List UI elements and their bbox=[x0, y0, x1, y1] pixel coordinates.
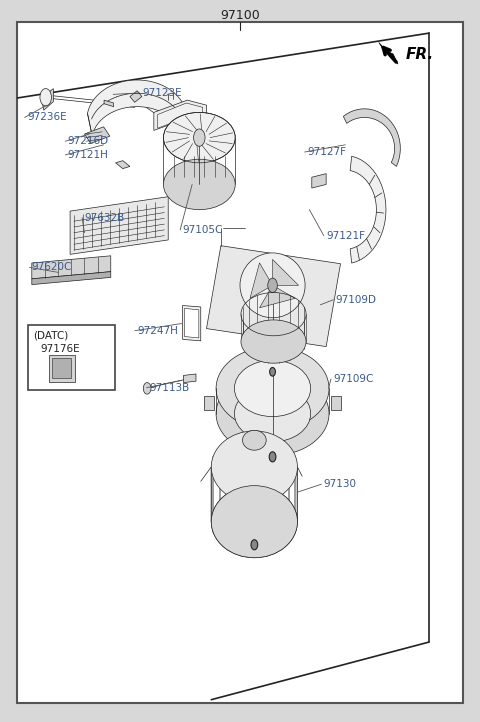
Polygon shape bbox=[182, 305, 201, 341]
Text: 97176E: 97176E bbox=[40, 344, 80, 355]
Ellipse shape bbox=[242, 430, 266, 451]
Circle shape bbox=[251, 540, 258, 549]
Text: 97216D: 97216D bbox=[68, 136, 109, 147]
Ellipse shape bbox=[241, 320, 306, 363]
Text: 97109D: 97109D bbox=[336, 295, 377, 305]
Polygon shape bbox=[32, 271, 111, 284]
Text: 97113B: 97113B bbox=[149, 383, 189, 393]
Circle shape bbox=[268, 278, 277, 292]
Text: 97121F: 97121F bbox=[326, 230, 365, 240]
Ellipse shape bbox=[240, 253, 305, 318]
Text: 97109C: 97109C bbox=[333, 374, 374, 384]
Polygon shape bbox=[41, 89, 53, 110]
FancyBboxPatch shape bbox=[17, 22, 463, 703]
Ellipse shape bbox=[216, 372, 329, 456]
Ellipse shape bbox=[211, 431, 298, 503]
Text: (DATC): (DATC) bbox=[33, 331, 68, 341]
Polygon shape bbox=[350, 156, 386, 263]
Circle shape bbox=[270, 367, 276, 376]
Ellipse shape bbox=[234, 386, 311, 442]
Polygon shape bbox=[379, 43, 398, 64]
Bar bbox=[52, 358, 71, 378]
Polygon shape bbox=[250, 263, 273, 298]
Ellipse shape bbox=[211, 486, 298, 557]
Text: 97105C: 97105C bbox=[182, 225, 223, 235]
Text: 97130: 97130 bbox=[324, 479, 357, 490]
Bar bbox=[204, 396, 214, 410]
Text: FR.: FR. bbox=[406, 46, 434, 61]
Text: 97123E: 97123E bbox=[142, 88, 181, 98]
Bar bbox=[28, 325, 115, 390]
Ellipse shape bbox=[163, 113, 235, 163]
Polygon shape bbox=[184, 308, 199, 338]
Ellipse shape bbox=[234, 360, 311, 417]
Circle shape bbox=[193, 129, 205, 147]
Polygon shape bbox=[260, 285, 295, 308]
Polygon shape bbox=[70, 196, 168, 254]
Text: 97100: 97100 bbox=[220, 9, 260, 22]
Polygon shape bbox=[273, 259, 299, 285]
Polygon shape bbox=[32, 256, 111, 279]
Text: 97620C: 97620C bbox=[32, 262, 72, 272]
Ellipse shape bbox=[216, 347, 329, 430]
Ellipse shape bbox=[211, 486, 298, 557]
Circle shape bbox=[269, 452, 276, 462]
Circle shape bbox=[144, 383, 151, 394]
Text: 97127F: 97127F bbox=[307, 147, 346, 157]
Polygon shape bbox=[183, 374, 196, 383]
Polygon shape bbox=[87, 80, 187, 136]
Polygon shape bbox=[343, 109, 400, 166]
Polygon shape bbox=[206, 245, 340, 347]
Ellipse shape bbox=[163, 160, 235, 209]
Polygon shape bbox=[104, 100, 114, 107]
Polygon shape bbox=[154, 100, 206, 131]
Text: 97247H: 97247H bbox=[137, 326, 178, 336]
Bar bbox=[48, 355, 75, 382]
Polygon shape bbox=[157, 103, 203, 129]
Polygon shape bbox=[116, 161, 130, 169]
Polygon shape bbox=[84, 127, 110, 144]
Text: 97632B: 97632B bbox=[84, 212, 125, 222]
Text: 97121H: 97121H bbox=[68, 150, 108, 160]
Bar bbox=[331, 396, 341, 410]
Circle shape bbox=[40, 89, 51, 106]
Text: 97236E: 97236E bbox=[27, 113, 67, 123]
Polygon shape bbox=[312, 174, 326, 188]
Polygon shape bbox=[130, 91, 142, 103]
